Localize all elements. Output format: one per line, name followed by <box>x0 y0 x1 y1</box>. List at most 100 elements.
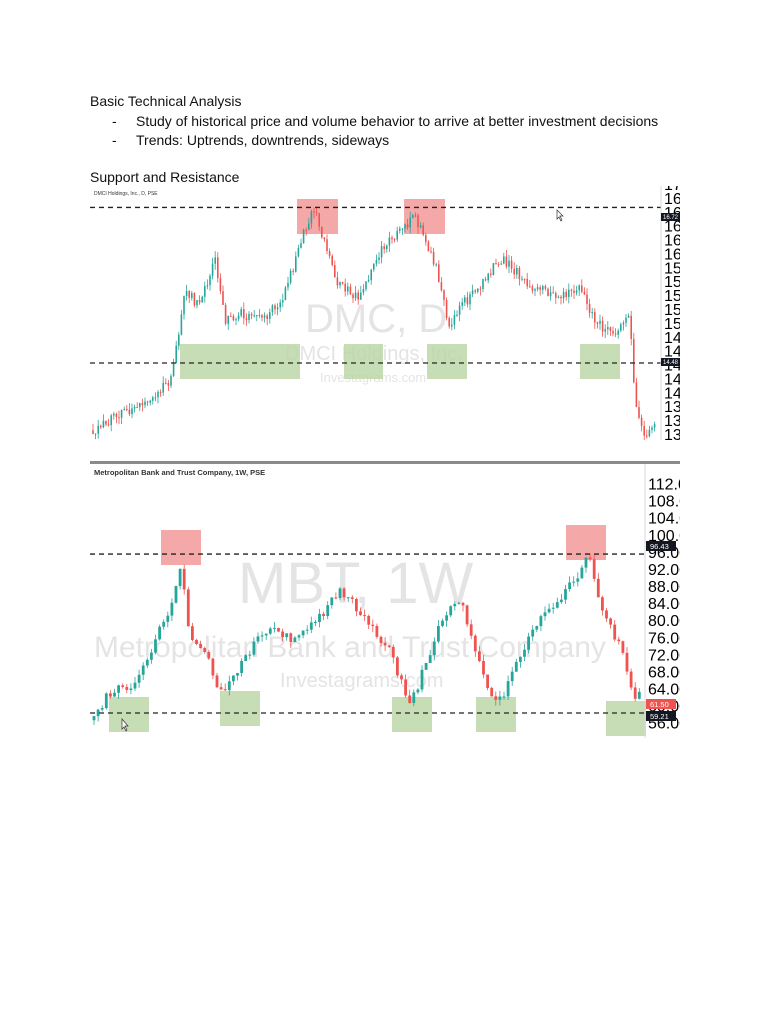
candle <box>121 683 125 689</box>
candle <box>456 310 458 317</box>
candle <box>170 598 174 622</box>
candle <box>500 260 502 266</box>
candle <box>235 317 237 326</box>
candle <box>350 595 354 604</box>
candle <box>412 689 416 707</box>
candle <box>607 320 609 335</box>
candle <box>419 222 422 229</box>
y-tick-label: 14.60 <box>664 344 680 361</box>
candle <box>486 674 489 691</box>
candle <box>375 623 379 639</box>
candle <box>336 271 339 289</box>
candle <box>365 281 367 292</box>
candle <box>441 618 444 628</box>
candle <box>521 275 523 282</box>
candle <box>321 226 323 239</box>
bullet-marker: - <box>112 132 117 148</box>
candle <box>237 312 240 322</box>
candle <box>451 318 453 331</box>
candle <box>387 644 391 648</box>
chart-title: Metropolitan Bank and Trust Company, 1W,… <box>94 468 265 477</box>
candle <box>133 404 136 413</box>
candle <box>490 686 494 697</box>
candle <box>498 690 502 706</box>
candle <box>240 658 243 677</box>
candle <box>244 654 248 662</box>
candle <box>557 295 560 299</box>
candle <box>128 403 131 417</box>
candle <box>482 278 484 293</box>
candle <box>383 243 385 254</box>
candle <box>152 395 154 405</box>
candle <box>236 672 239 681</box>
candle <box>248 650 252 660</box>
candle <box>375 254 378 267</box>
candle <box>154 634 157 655</box>
candle <box>109 690 112 699</box>
candle <box>482 655 485 679</box>
candle <box>253 310 255 318</box>
candle <box>199 640 202 649</box>
candle <box>445 611 448 627</box>
candle <box>581 279 583 294</box>
candle <box>435 262 437 267</box>
candle <box>437 620 440 644</box>
candle <box>420 665 424 693</box>
candle <box>165 378 167 385</box>
candle <box>174 585 178 604</box>
candle <box>137 669 141 688</box>
candle <box>314 619 317 627</box>
y-tick-label: 92.00 <box>648 562 680 579</box>
candle <box>588 298 591 318</box>
candle <box>193 292 196 308</box>
candle <box>293 635 297 643</box>
candle <box>274 303 276 315</box>
candle <box>201 295 203 303</box>
candle <box>490 268 492 278</box>
candle <box>633 332 635 384</box>
candle <box>378 252 380 264</box>
y-tick-label: 14.00 <box>664 385 680 402</box>
dmc-chart-svg: DMC, D DMCI Holdings, Inc. Investagrams.… <box>90 186 680 440</box>
candle <box>279 299 281 312</box>
support-zone <box>109 697 149 732</box>
candle <box>527 632 530 654</box>
candle <box>422 222 424 237</box>
candle <box>232 314 235 322</box>
candle <box>100 424 102 430</box>
y-tick-label: 15.40 <box>664 288 680 305</box>
candle <box>191 290 193 301</box>
candle <box>409 211 411 234</box>
candle <box>117 684 120 699</box>
candle <box>643 420 645 440</box>
candle <box>383 637 387 652</box>
support-price-label: 14.48 <box>663 360 679 366</box>
candle <box>391 235 393 244</box>
candle <box>542 284 544 295</box>
candle <box>474 289 476 294</box>
candle <box>271 304 274 316</box>
y-tick-label: 13.80 <box>664 399 680 416</box>
candle <box>539 614 543 632</box>
candle <box>301 630 305 639</box>
candle <box>277 627 280 633</box>
y-tick-label: 112.00 <box>648 477 680 494</box>
candle <box>328 248 331 259</box>
candle <box>635 378 638 408</box>
candle <box>346 597 350 603</box>
candle <box>126 405 128 412</box>
candle <box>123 406 125 411</box>
candle <box>258 309 261 318</box>
candle <box>494 691 498 706</box>
y-tick-label: 16.20 <box>664 233 680 250</box>
candle <box>186 586 190 627</box>
candle <box>599 314 601 330</box>
candle <box>416 688 420 695</box>
candle <box>341 281 344 285</box>
candle <box>172 358 175 377</box>
resistance-zone <box>404 199 445 234</box>
candle <box>207 650 211 660</box>
candle <box>396 655 399 678</box>
y-tick-label: 15.60 <box>664 274 680 291</box>
support-price-label: 59.21 <box>650 712 669 721</box>
